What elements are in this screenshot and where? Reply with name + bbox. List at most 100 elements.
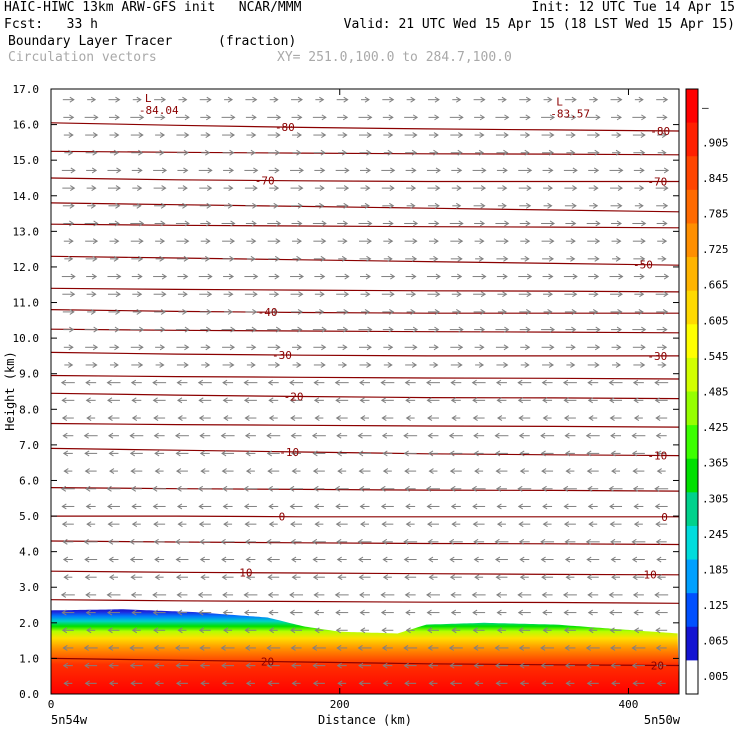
wind-vector (427, 185, 441, 192)
wind-vector (565, 132, 576, 138)
wind-vector (223, 415, 233, 421)
wind-vector (223, 167, 235, 174)
wind-vector (199, 291, 213, 298)
wind-vector (471, 379, 486, 386)
wind-vector (586, 450, 600, 457)
wind-vector (657, 132, 668, 138)
valid-time: Valid: 21 UTC Wed 15 Apr 15 (18 LST Wed … (343, 17, 735, 32)
wind-vector (337, 326, 349, 333)
wind-vector (222, 344, 236, 351)
wind-vector (473, 202, 486, 209)
wind-vector (472, 521, 485, 528)
wind-vector (657, 255, 667, 262)
wind-vector (472, 503, 486, 510)
wind-vector (154, 450, 165, 457)
wind-vector (60, 485, 75, 492)
wind-vector (267, 680, 280, 687)
wind-vector (85, 609, 96, 616)
wind-vector (223, 627, 233, 634)
wind-vector (450, 609, 461, 616)
wind-vector (152, 591, 167, 598)
wind-vector (130, 468, 143, 475)
wind-vector (587, 149, 600, 156)
wind-vector (449, 450, 463, 457)
wind-vector (63, 344, 74, 351)
wind-vector (221, 574, 234, 581)
wind-vector (405, 415, 415, 421)
wind-vector (85, 503, 96, 510)
wind-vector (336, 450, 347, 457)
wind-vector (541, 485, 553, 492)
wind-vector (654, 485, 669, 492)
wind-vector (312, 450, 326, 457)
wind-vector (383, 255, 393, 262)
wind-vector (106, 485, 121, 492)
wind-vector (243, 397, 257, 404)
minimum-value: -84.04 (139, 104, 179, 117)
wind-vector (632, 238, 646, 245)
wind-vector (61, 167, 76, 174)
wind-vector (290, 538, 302, 545)
wind-vector (244, 273, 259, 280)
wind-vector (152, 397, 166, 404)
wind-vector (199, 450, 210, 457)
wind-vector (292, 132, 302, 138)
wind-vector (587, 344, 601, 351)
y-tick-label: 11.0 (13, 297, 40, 310)
wind-vector (62, 645, 74, 651)
wind-vector (268, 255, 281, 262)
wind-vector (222, 379, 234, 386)
wind-vector (632, 468, 645, 475)
wind-vector (565, 114, 577, 121)
wind-vector (221, 468, 234, 475)
wind-vector (585, 645, 600, 651)
colorbar-frame (685, 88, 699, 695)
isotherm-contours (51, 122, 679, 667)
wind-vector (62, 96, 75, 103)
wind-vector (224, 308, 234, 315)
wind-vector (245, 202, 258, 209)
wind-vector (244, 167, 259, 174)
wind-vector (107, 273, 122, 280)
wind-vector (335, 415, 348, 421)
wind-vector (244, 432, 256, 439)
wind-vector (654, 379, 669, 386)
wind-vector (220, 538, 235, 545)
wind-vector (87, 96, 97, 103)
wind-vector (361, 308, 370, 315)
wind-vector (335, 503, 349, 510)
minimum-marker: L (145, 92, 152, 105)
wind-vector (359, 397, 370, 404)
wind-vector (268, 149, 281, 156)
wind-vector (266, 538, 281, 545)
wind-vector (267, 238, 281, 245)
wind-vector (495, 220, 510, 227)
wind-vector (450, 485, 462, 492)
wind-vector (404, 574, 417, 581)
wind-vector (519, 114, 531, 121)
wind-vector (564, 96, 577, 103)
isotherm-label: 0 (279, 511, 286, 524)
wind-vector (541, 468, 554, 475)
wind-vector (403, 450, 417, 457)
wind-vector (586, 662, 600, 669)
wind-vector (406, 291, 417, 298)
wind-vector (314, 627, 324, 634)
wind-vector (452, 202, 462, 209)
wind-vector (565, 220, 577, 227)
wind-vector (62, 662, 73, 669)
colorbar-label: .545 (702, 350, 729, 363)
colorbar-label: .365 (702, 457, 729, 470)
x-tick-label: 200 (330, 698, 350, 711)
wind-vector (540, 645, 555, 651)
wind-vector (381, 415, 394, 421)
wind-vector (427, 96, 440, 103)
isotherm-line (51, 150, 679, 156)
wind-vector (428, 344, 439, 351)
wind-vector (222, 238, 236, 245)
wind-vector (313, 362, 326, 368)
wind-vector (64, 255, 74, 262)
wind-vector (518, 185, 532, 192)
wind-vector (358, 450, 371, 457)
wind-vector (63, 132, 74, 138)
